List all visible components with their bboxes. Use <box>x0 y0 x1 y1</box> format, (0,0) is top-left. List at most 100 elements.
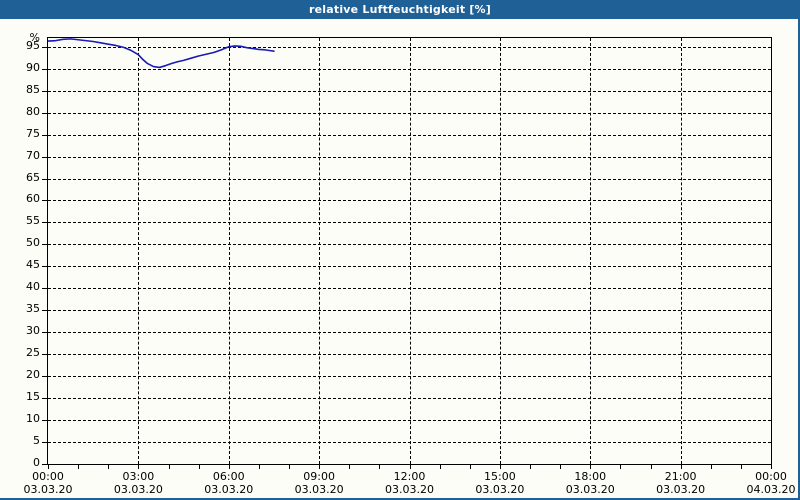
data-series-humidity <box>48 38 275 69</box>
page-title: relative Luftfeuchtigkeit [%] <box>309 3 491 16</box>
x-axis-tick <box>289 464 290 469</box>
gridline-vertical <box>409 38 411 464</box>
y-axis-tick <box>42 398 47 400</box>
x-axis-time: 06:00 <box>212 470 245 483</box>
x-axis-tick <box>740 464 742 469</box>
x-axis-tick <box>409 464 411 469</box>
x-axis-time: 12:00 <box>393 470 426 483</box>
y-axis-tick <box>42 68 47 70</box>
y-axis-tick <box>42 420 47 422</box>
x-axis-date: 03.03.20 <box>113 483 163 496</box>
x-axis-tick <box>650 464 652 469</box>
x-axis-time: 09:00 <box>303 470 335 483</box>
y-axis-tick <box>42 310 47 312</box>
y-axis-tick-label: 10 <box>26 412 40 426</box>
y-axis-tick <box>42 134 47 136</box>
x-axis-tick-label: 00:00 03.03.20 <box>13 470 83 496</box>
y-axis-tick-label: 25 <box>26 346 40 360</box>
x-axis-tick <box>590 464 592 469</box>
x-axis-date: 04.03.20 <box>746 483 796 496</box>
y-axis-tick-label: 0 <box>33 456 40 469</box>
x-axis-date: 03.03.20 <box>23 483 73 496</box>
x-axis-tick-label: 21:00 03.03.20 <box>646 470 716 496</box>
x-axis-tick <box>349 464 351 469</box>
y-axis-tick-label: 60 <box>26 192 40 206</box>
x-axis-tick <box>771 464 772 469</box>
x-axis-date: 03.03.20 <box>385 483 434 496</box>
x-axis-tick-label: 03:00 03.03.20 <box>103 470 173 496</box>
x-axis-tick-label: 15:00 03.03.20 <box>465 470 535 496</box>
y-axis-tick-label: 65 <box>26 170 40 184</box>
y-axis-tick <box>42 46 47 48</box>
y-axis-tick <box>42 112 47 114</box>
gridline-vertical <box>138 38 140 464</box>
x-axis-tick <box>319 464 321 469</box>
gridline-vertical <box>590 38 592 464</box>
y-axis-tick-label: 15 <box>26 390 40 404</box>
x-axis-tick <box>469 464 471 469</box>
gridline-vertical <box>499 38 501 464</box>
x-axis-time: 03:00 <box>122 470 155 483</box>
y-axis-tick-label: 45 <box>26 258 40 272</box>
x-axis-tick <box>78 464 80 469</box>
y-axis-tick <box>42 200 47 202</box>
y-axis-tick-label: 40 <box>26 280 40 294</box>
y-axis-tick-label: 30 <box>26 324 40 338</box>
y-axis-tick <box>42 178 47 180</box>
y-axis-tick-label: 85 <box>26 82 40 96</box>
y-axis-tick <box>42 376 47 378</box>
x-axis-tick-label: 09:00 03.03.20 <box>284 470 354 496</box>
y-axis-tick <box>42 90 47 92</box>
x-axis-tick-label: 12:00 03.03.20 <box>375 470 445 496</box>
x-axis-tick-label: 00:00 04.03.20 <box>736 470 800 496</box>
x-axis-tick <box>258 464 260 469</box>
y-axis-tick <box>42 244 47 246</box>
x-axis-tick <box>680 464 682 469</box>
x-axis-tick <box>168 464 170 469</box>
y-axis-tick-label: 55 <box>26 214 40 228</box>
y-axis-tick <box>42 222 47 224</box>
gridline-vertical <box>680 38 682 464</box>
x-axis-date: 03.03.20 <box>294 483 344 496</box>
x-axis-tick-label: 06:00 03.03.20 <box>194 470 264 496</box>
x-axis-tick <box>499 464 501 469</box>
y-axis-tick-label: 95 <box>26 38 40 52</box>
y-axis-tick <box>42 332 47 334</box>
y-axis-tick-label: 35 <box>26 302 40 316</box>
y-axis-tick-label: 70 <box>26 148 40 162</box>
y-axis-tick-label: 90 <box>26 60 40 74</box>
x-axis-tick <box>138 464 140 469</box>
x-axis-date: 03.03.20 <box>565 483 615 496</box>
x-axis-date: 03.03.20 <box>204 483 254 496</box>
x-axis-time: 15:00 <box>484 470 516 483</box>
x-axis-tick <box>710 464 712 469</box>
x-axis-tick <box>530 464 531 469</box>
y-axis-tick <box>42 266 47 268</box>
x-axis-tick <box>108 464 110 469</box>
x-axis-tick <box>48 464 49 469</box>
x-axis-time: 00:00 <box>755 470 787 483</box>
y-axis-tick-label: 20 <box>26 368 40 382</box>
plot-area <box>47 37 772 465</box>
gridline-vertical <box>228 38 230 464</box>
x-axis-tick <box>228 464 230 469</box>
x-axis-tick <box>560 464 562 469</box>
y-axis-tick <box>42 354 47 356</box>
x-axis-date: 03.03.20 <box>475 483 525 496</box>
x-axis-time: 00:00 <box>32 470 64 483</box>
y-axis-tick-label: 75 <box>26 126 40 140</box>
x-axis-time: 21:00 <box>664 470 697 483</box>
x-axis-tick <box>198 464 200 469</box>
y-axis-tick <box>42 464 47 465</box>
x-axis-date: 03.03.20 <box>656 483 706 496</box>
window-title-bar: relative Luftfeuchtigkeit [%] <box>0 0 800 19</box>
y-axis-tick <box>42 156 47 158</box>
y-axis-tick-label: 80 <box>26 104 40 118</box>
y-axis-tick-label: 50 <box>26 236 40 250</box>
x-axis-time: 18:00 <box>574 470 607 483</box>
y-axis-tick <box>42 288 47 290</box>
x-axis-tick-label: 18:00 03.03.20 <box>555 470 625 496</box>
y-axis-unit-label: % <box>29 31 40 44</box>
y-axis-tick-label: 5 <box>33 434 40 448</box>
